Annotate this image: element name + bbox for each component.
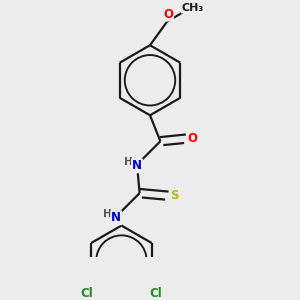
- Text: Cl: Cl: [150, 286, 162, 299]
- Text: H: H: [103, 209, 112, 219]
- Text: N: N: [111, 211, 121, 224]
- Text: O: O: [188, 132, 198, 145]
- Text: N: N: [132, 159, 142, 172]
- Text: H: H: [124, 157, 132, 167]
- Text: S: S: [170, 189, 179, 202]
- Text: CH₃: CH₃: [182, 3, 204, 13]
- Text: Cl: Cl: [80, 286, 93, 299]
- Text: O: O: [163, 8, 173, 21]
